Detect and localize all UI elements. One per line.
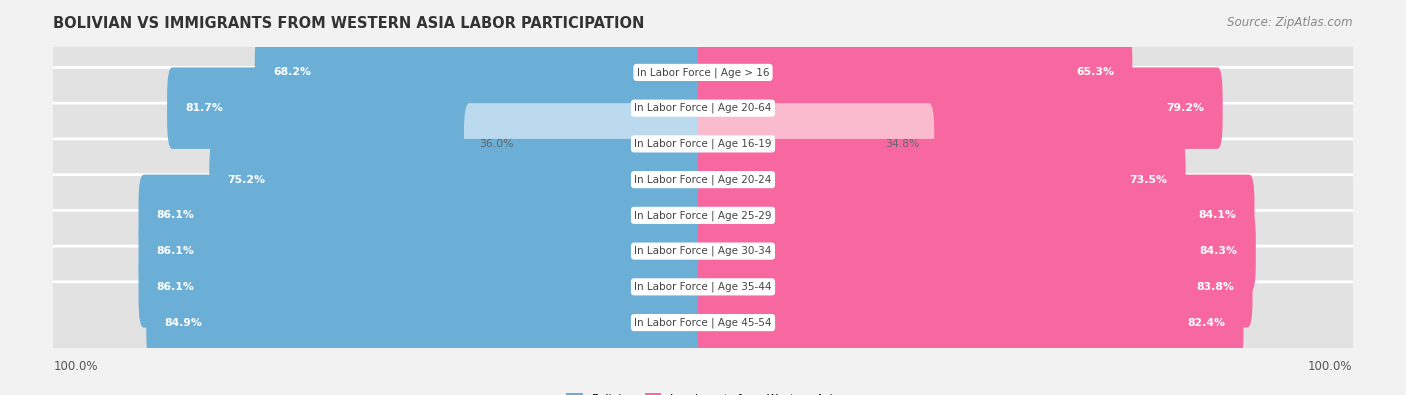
FancyBboxPatch shape xyxy=(146,282,709,363)
Text: 81.7%: 81.7% xyxy=(186,103,224,113)
Text: 100.0%: 100.0% xyxy=(1308,360,1353,373)
FancyBboxPatch shape xyxy=(167,68,709,149)
FancyBboxPatch shape xyxy=(697,175,1254,256)
FancyBboxPatch shape xyxy=(254,32,709,113)
Text: 65.3%: 65.3% xyxy=(1076,68,1114,77)
Text: 79.2%: 79.2% xyxy=(1167,103,1205,113)
FancyBboxPatch shape xyxy=(697,103,934,184)
Text: 84.3%: 84.3% xyxy=(1199,246,1237,256)
FancyBboxPatch shape xyxy=(697,211,1256,292)
FancyBboxPatch shape xyxy=(48,282,1358,363)
Legend: Bolivian, Immigrants from Western Asia: Bolivian, Immigrants from Western Asia xyxy=(561,388,845,395)
FancyBboxPatch shape xyxy=(48,211,1358,292)
Text: 84.9%: 84.9% xyxy=(165,318,202,327)
FancyBboxPatch shape xyxy=(697,68,1223,149)
FancyBboxPatch shape xyxy=(139,246,709,327)
Text: In Labor Force | Age > 16: In Labor Force | Age > 16 xyxy=(637,67,769,78)
FancyBboxPatch shape xyxy=(48,103,1358,184)
Text: BOLIVIAN VS IMMIGRANTS FROM WESTERN ASIA LABOR PARTICIPATION: BOLIVIAN VS IMMIGRANTS FROM WESTERN ASIA… xyxy=(53,16,645,31)
Text: 34.8%: 34.8% xyxy=(884,139,920,149)
FancyBboxPatch shape xyxy=(139,175,709,256)
FancyBboxPatch shape xyxy=(697,246,1253,327)
FancyBboxPatch shape xyxy=(139,211,709,292)
Text: 75.2%: 75.2% xyxy=(228,175,266,184)
Text: 86.1%: 86.1% xyxy=(156,211,194,220)
Text: 84.1%: 84.1% xyxy=(1198,211,1236,220)
Text: In Labor Force | Age 20-64: In Labor Force | Age 20-64 xyxy=(634,103,772,113)
Text: 82.4%: 82.4% xyxy=(1187,318,1225,327)
FancyBboxPatch shape xyxy=(48,68,1358,149)
Text: Source: ZipAtlas.com: Source: ZipAtlas.com xyxy=(1227,16,1353,29)
FancyBboxPatch shape xyxy=(48,32,1358,113)
FancyBboxPatch shape xyxy=(464,103,709,184)
Text: 68.2%: 68.2% xyxy=(273,68,311,77)
FancyBboxPatch shape xyxy=(209,139,709,220)
Text: 73.5%: 73.5% xyxy=(1129,175,1167,184)
Text: In Labor Force | Age 30-34: In Labor Force | Age 30-34 xyxy=(634,246,772,256)
Text: 100.0%: 100.0% xyxy=(53,360,98,373)
FancyBboxPatch shape xyxy=(697,139,1185,220)
FancyBboxPatch shape xyxy=(48,139,1358,220)
Text: In Labor Force | Age 16-19: In Labor Force | Age 16-19 xyxy=(634,139,772,149)
Text: In Labor Force | Age 45-54: In Labor Force | Age 45-54 xyxy=(634,317,772,328)
FancyBboxPatch shape xyxy=(48,246,1358,327)
Text: 86.1%: 86.1% xyxy=(156,246,194,256)
FancyBboxPatch shape xyxy=(48,175,1358,256)
Text: 83.8%: 83.8% xyxy=(1197,282,1234,292)
Text: In Labor Force | Age 25-29: In Labor Force | Age 25-29 xyxy=(634,210,772,221)
Text: In Labor Force | Age 35-44: In Labor Force | Age 35-44 xyxy=(634,282,772,292)
Text: 86.1%: 86.1% xyxy=(156,282,194,292)
FancyBboxPatch shape xyxy=(697,282,1243,363)
Text: In Labor Force | Age 20-24: In Labor Force | Age 20-24 xyxy=(634,174,772,185)
Text: 36.0%: 36.0% xyxy=(479,139,513,149)
FancyBboxPatch shape xyxy=(697,32,1132,113)
